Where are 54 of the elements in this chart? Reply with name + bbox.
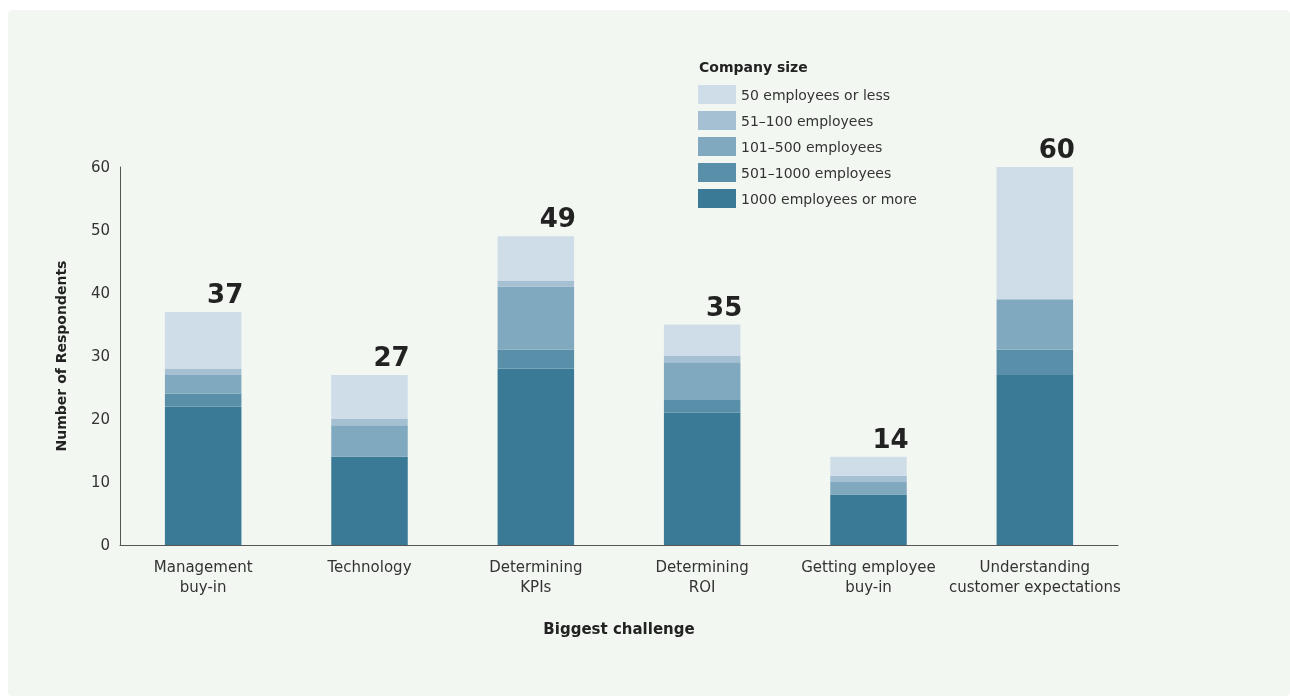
total-label: 27: [373, 341, 410, 372]
bar: [164, 311, 242, 369]
total-label: 14: [872, 423, 909, 454]
bar: [497, 286, 575, 350]
y-tick-label: 40: [90, 284, 110, 302]
bar: [996, 374, 1074, 545]
bar: [331, 425, 408, 457]
y-tick-label: 60: [90, 158, 110, 176]
x-tick-label: Technology: [326, 558, 412, 576]
bar: [996, 167, 1074, 300]
bar: [830, 456, 907, 476]
y-tick-label: 10: [90, 473, 110, 491]
x-tick-label: Getting employee buy-in: [801, 558, 936, 596]
bar: [331, 419, 408, 426]
legend-label: 1000 employees or more: [741, 190, 917, 207]
bar: [164, 393, 242, 407]
bar: [663, 324, 741, 356]
bar: [497, 236, 575, 281]
legend-title: Company size: [699, 59, 808, 75]
bar: [164, 368, 242, 375]
legend-label: 51–100 employees: [741, 112, 874, 129]
legend-label: 501–1000 employees: [741, 164, 892, 181]
bar: [331, 374, 408, 419]
legend-label: 50 employees or less: [741, 86, 890, 103]
y-axis-title: Number of Respondents: [53, 260, 69, 452]
bar: [996, 349, 1074, 375]
y-tick-label: 30: [90, 347, 110, 365]
bar: [164, 374, 242, 394]
legend-label: 101–500 employees: [741, 138, 883, 155]
x-tick-label: Determining KPIs: [489, 558, 583, 596]
bar: [331, 456, 408, 545]
bar: [663, 412, 741, 545]
bar: [663, 400, 741, 413]
y-tick-label: 20: [90, 410, 110, 428]
bar: [830, 482, 907, 495]
bar: [996, 299, 1074, 350]
bar: [663, 362, 741, 401]
bar: [663, 356, 741, 363]
bar: [497, 280, 575, 287]
bar: [830, 475, 907, 482]
x-tick-label: Management buy-in: [153, 558, 253, 596]
total-label: 60: [1038, 134, 1075, 164]
y-tick-label: 50: [90, 221, 110, 239]
bar: [497, 368, 575, 545]
bar: [497, 349, 575, 369]
bar: [830, 494, 907, 545]
total-label: 49: [539, 203, 576, 234]
y-tick-label: 0: [100, 536, 110, 554]
total-label: 35: [706, 291, 743, 322]
x-axis-title: Biggest challenge: [543, 619, 695, 638]
x-tick-label: Understanding customer expectations: [948, 558, 1121, 596]
total-label: 37: [207, 278, 244, 309]
bar: [164, 406, 242, 545]
x-tick-label: Determining ROI: [655, 558, 749, 596]
